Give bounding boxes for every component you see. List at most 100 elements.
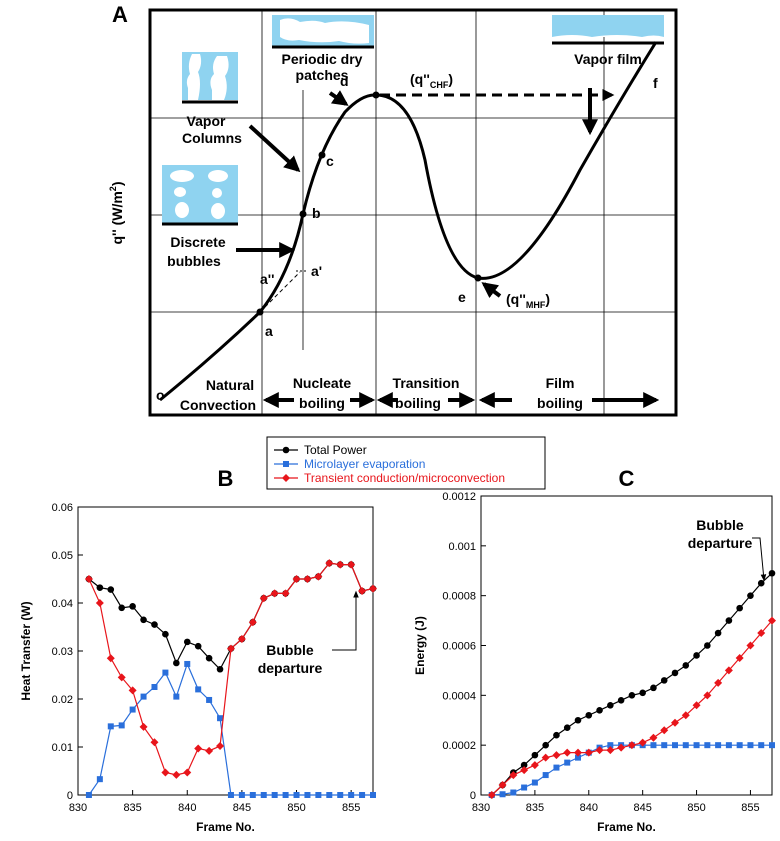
marker (672, 742, 678, 749)
marker (736, 604, 743, 612)
marker (195, 686, 202, 693)
inset-label: Vapor film (574, 51, 642, 67)
marker (292, 575, 301, 583)
marker (574, 748, 582, 757)
marker (128, 686, 137, 695)
marker (107, 586, 115, 593)
marker (139, 722, 148, 731)
marker (282, 446, 290, 454)
marker (715, 742, 722, 749)
marker (314, 572, 323, 581)
marker (520, 766, 529, 775)
marker (303, 575, 312, 583)
marker (183, 638, 191, 646)
y-tick-label: 0.05 (52, 550, 73, 562)
marker (530, 761, 539, 770)
y-tick-label: 0.02 (52, 694, 73, 706)
marker (107, 723, 114, 730)
y-tick-label: 0.0006 (442, 641, 476, 653)
inset-label: Periodic dry patches (282, 51, 363, 83)
marker (736, 742, 743, 749)
y-tick-label: 0.0002 (442, 740, 476, 752)
marker (84, 575, 93, 583)
marker (757, 629, 766, 638)
marker (747, 742, 754, 749)
marker (639, 689, 646, 697)
x-tick-label: 840 (580, 802, 598, 814)
annotation-line: departure (258, 660, 323, 676)
marker (358, 587, 367, 595)
chart: C 0 0.0002 0.0004 0.0006 0.0008 0.001 0.0012 830… (413, 466, 776, 834)
x-tick-label: 835 (123, 802, 141, 814)
plot-frame (77, 506, 374, 796)
marker (564, 759, 571, 766)
curve-points (256, 91, 482, 316)
marker (173, 693, 180, 700)
marker (714, 629, 722, 637)
regime-label: Natural Convection (180, 377, 256, 413)
marker (249, 792, 256, 798)
annotation-line: Bubble (266, 642, 314, 658)
point-label: d (340, 73, 349, 89)
marker (747, 592, 754, 599)
marker (260, 792, 267, 798)
marker (627, 741, 636, 750)
marker (661, 742, 668, 749)
marker (617, 697, 625, 704)
marker (161, 768, 170, 777)
marker (216, 742, 225, 751)
marker (769, 742, 775, 749)
marker (649, 733, 658, 742)
marker (293, 792, 300, 798)
marker (206, 696, 213, 703)
marker (606, 746, 615, 755)
marker (768, 616, 776, 625)
marker (325, 559, 334, 568)
marker (542, 772, 549, 779)
marker (96, 584, 104, 591)
marker (510, 789, 517, 796)
y-axis-label: Heat Transfer (W) (19, 601, 33, 700)
marker (531, 751, 539, 759)
point-label: c (326, 153, 334, 169)
marker (541, 753, 550, 762)
inset-label: Vapor Columns (182, 113, 242, 146)
marker (259, 594, 268, 603)
marker (650, 742, 657, 749)
marker (660, 677, 668, 684)
marker (248, 618, 257, 627)
marker (628, 692, 636, 699)
marker (692, 701, 701, 710)
annotation: Bubble departure (688, 517, 753, 551)
marker (542, 741, 549, 749)
marker (607, 742, 614, 749)
marker (226, 644, 235, 653)
marker (238, 792, 245, 798)
series-line (491, 572, 773, 796)
y-axis-label: Energy (J) (413, 616, 427, 675)
y-tick-label: 0.001 (448, 541, 476, 553)
marker (757, 579, 765, 587)
marker (162, 669, 169, 676)
inset-discrete (162, 165, 238, 226)
marker (227, 792, 234, 798)
marker (117, 673, 126, 682)
panel-title: A (112, 2, 128, 27)
marker (703, 691, 712, 700)
marker (118, 722, 125, 729)
panel-frame (148, 8, 678, 417)
marker (95, 599, 104, 607)
marker (370, 792, 376, 798)
annotation-arrow (332, 590, 359, 651)
marker (487, 791, 496, 799)
marker (521, 784, 528, 791)
marker (271, 792, 278, 798)
chart: B 0 0.01 0.02 0.03 0.04 0.05 0.06 830 835 840 845 85… (19, 466, 377, 834)
inset-periodic (272, 15, 374, 49)
marker (671, 669, 679, 677)
chf-label: (q''CHF) (410, 71, 453, 90)
marker (725, 742, 732, 749)
x-tick-label: 850 (287, 802, 305, 814)
marker (172, 770, 181, 779)
